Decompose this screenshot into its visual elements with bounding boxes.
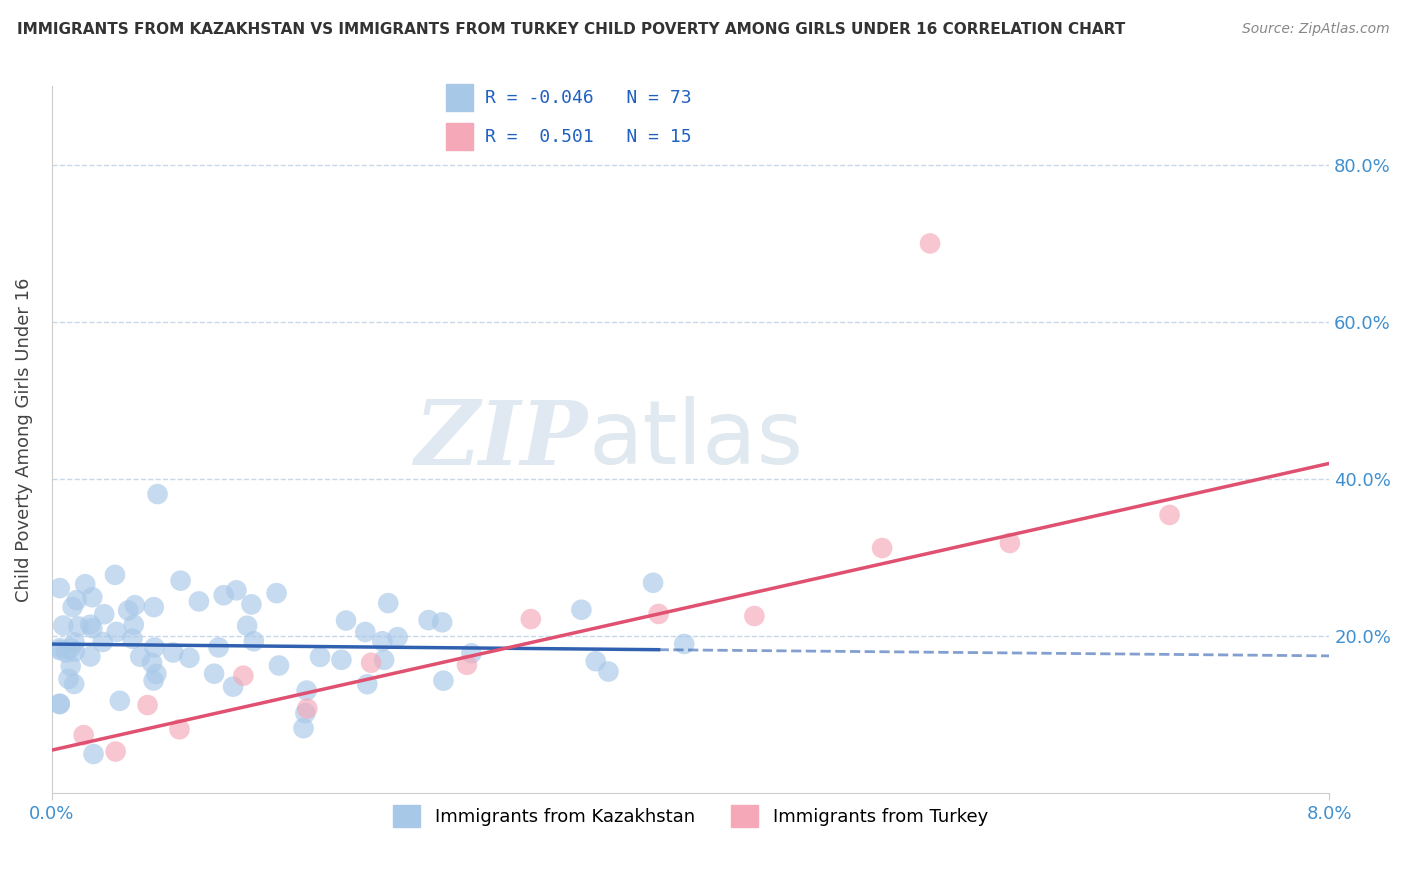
Point	[63, 645, 86, 659]
Point	[647, 607, 669, 621]
Point	[66, 593, 89, 607]
Point	[83, 747, 105, 761]
Point	[63, 635, 86, 649]
Y-axis label: Child Poverty Among Girls Under 16: Child Poverty Among Girls Under 16	[15, 277, 32, 602]
Point	[297, 701, 319, 715]
Point	[243, 634, 266, 648]
Point	[641, 575, 664, 590]
Point	[48, 697, 70, 711]
Point	[169, 723, 191, 737]
Point	[460, 646, 482, 660]
Point	[82, 591, 104, 605]
Point	[585, 654, 607, 668]
Text: atlas: atlas	[588, 396, 803, 483]
Point	[55, 645, 77, 659]
Point	[52, 618, 75, 632]
Point	[571, 603, 593, 617]
Bar	[446, 85, 472, 112]
Point	[456, 657, 478, 672]
Point	[330, 653, 353, 667]
Point	[294, 706, 316, 721]
Point	[292, 721, 315, 735]
Point	[141, 656, 163, 670]
Point	[918, 236, 941, 251]
Point	[79, 649, 101, 664]
Point	[117, 603, 139, 617]
Point	[108, 694, 131, 708]
Point	[142, 673, 165, 688]
Point	[124, 599, 146, 613]
Text: R = -0.046   N = 73: R = -0.046 N = 73	[485, 89, 692, 107]
Point	[136, 698, 159, 712]
Point	[105, 624, 128, 639]
Point	[104, 745, 127, 759]
Point	[387, 630, 409, 644]
Point	[122, 617, 145, 632]
Point	[48, 641, 70, 656]
Point	[222, 680, 245, 694]
Point	[430, 615, 453, 630]
Point	[202, 666, 225, 681]
Text: ZIP: ZIP	[415, 397, 588, 483]
Point	[360, 656, 382, 670]
Legend: Immigrants from Kazakhstan, Immigrants from Turkey: Immigrants from Kazakhstan, Immigrants f…	[387, 797, 995, 834]
Point	[520, 612, 543, 626]
Point	[418, 613, 440, 627]
Point	[432, 673, 454, 688]
Point	[67, 619, 90, 633]
Point	[207, 640, 229, 655]
Point	[63, 677, 86, 691]
Point	[93, 607, 115, 622]
Point	[179, 650, 201, 665]
Point	[673, 637, 696, 651]
Text: R =  0.501   N = 15: R = 0.501 N = 15	[485, 128, 692, 145]
Point	[169, 574, 191, 588]
Point	[309, 649, 332, 664]
Point	[73, 728, 96, 742]
Point	[62, 600, 84, 615]
Point	[187, 594, 209, 608]
Point	[236, 619, 259, 633]
Bar	[446, 123, 472, 151]
Point	[267, 658, 290, 673]
Text: IMMIGRANTS FROM KAZAKHSTAN VS IMMIGRANTS FROM TURKEY CHILD POVERTY AMONG GIRLS U: IMMIGRANTS FROM KAZAKHSTAN VS IMMIGRANTS…	[17, 22, 1125, 37]
Point	[75, 577, 97, 591]
Point	[744, 609, 766, 624]
Point	[225, 583, 247, 598]
Point	[870, 541, 893, 555]
Point	[142, 600, 165, 615]
Point	[356, 677, 378, 691]
Point	[59, 641, 82, 656]
Point	[143, 640, 166, 655]
Point	[371, 634, 394, 648]
Point	[998, 536, 1021, 550]
Point	[82, 621, 104, 635]
Point	[162, 646, 184, 660]
Point	[59, 659, 82, 673]
Point	[58, 672, 80, 686]
Point	[212, 588, 235, 602]
Point	[129, 649, 152, 664]
Point	[377, 596, 399, 610]
Point	[335, 614, 357, 628]
Point	[146, 487, 169, 501]
Point	[240, 598, 263, 612]
Point	[91, 635, 114, 649]
Point	[104, 567, 127, 582]
Point	[121, 632, 143, 646]
Point	[373, 653, 395, 667]
Point	[145, 666, 167, 681]
Point	[354, 625, 377, 640]
Point	[598, 665, 620, 679]
Point	[1159, 508, 1181, 522]
Point	[232, 669, 254, 683]
Point	[48, 697, 70, 711]
Point	[48, 581, 70, 595]
Text: Source: ZipAtlas.com: Source: ZipAtlas.com	[1241, 22, 1389, 37]
Point	[48, 643, 70, 657]
Point	[266, 586, 288, 600]
Point	[295, 683, 318, 698]
Point	[79, 617, 101, 632]
